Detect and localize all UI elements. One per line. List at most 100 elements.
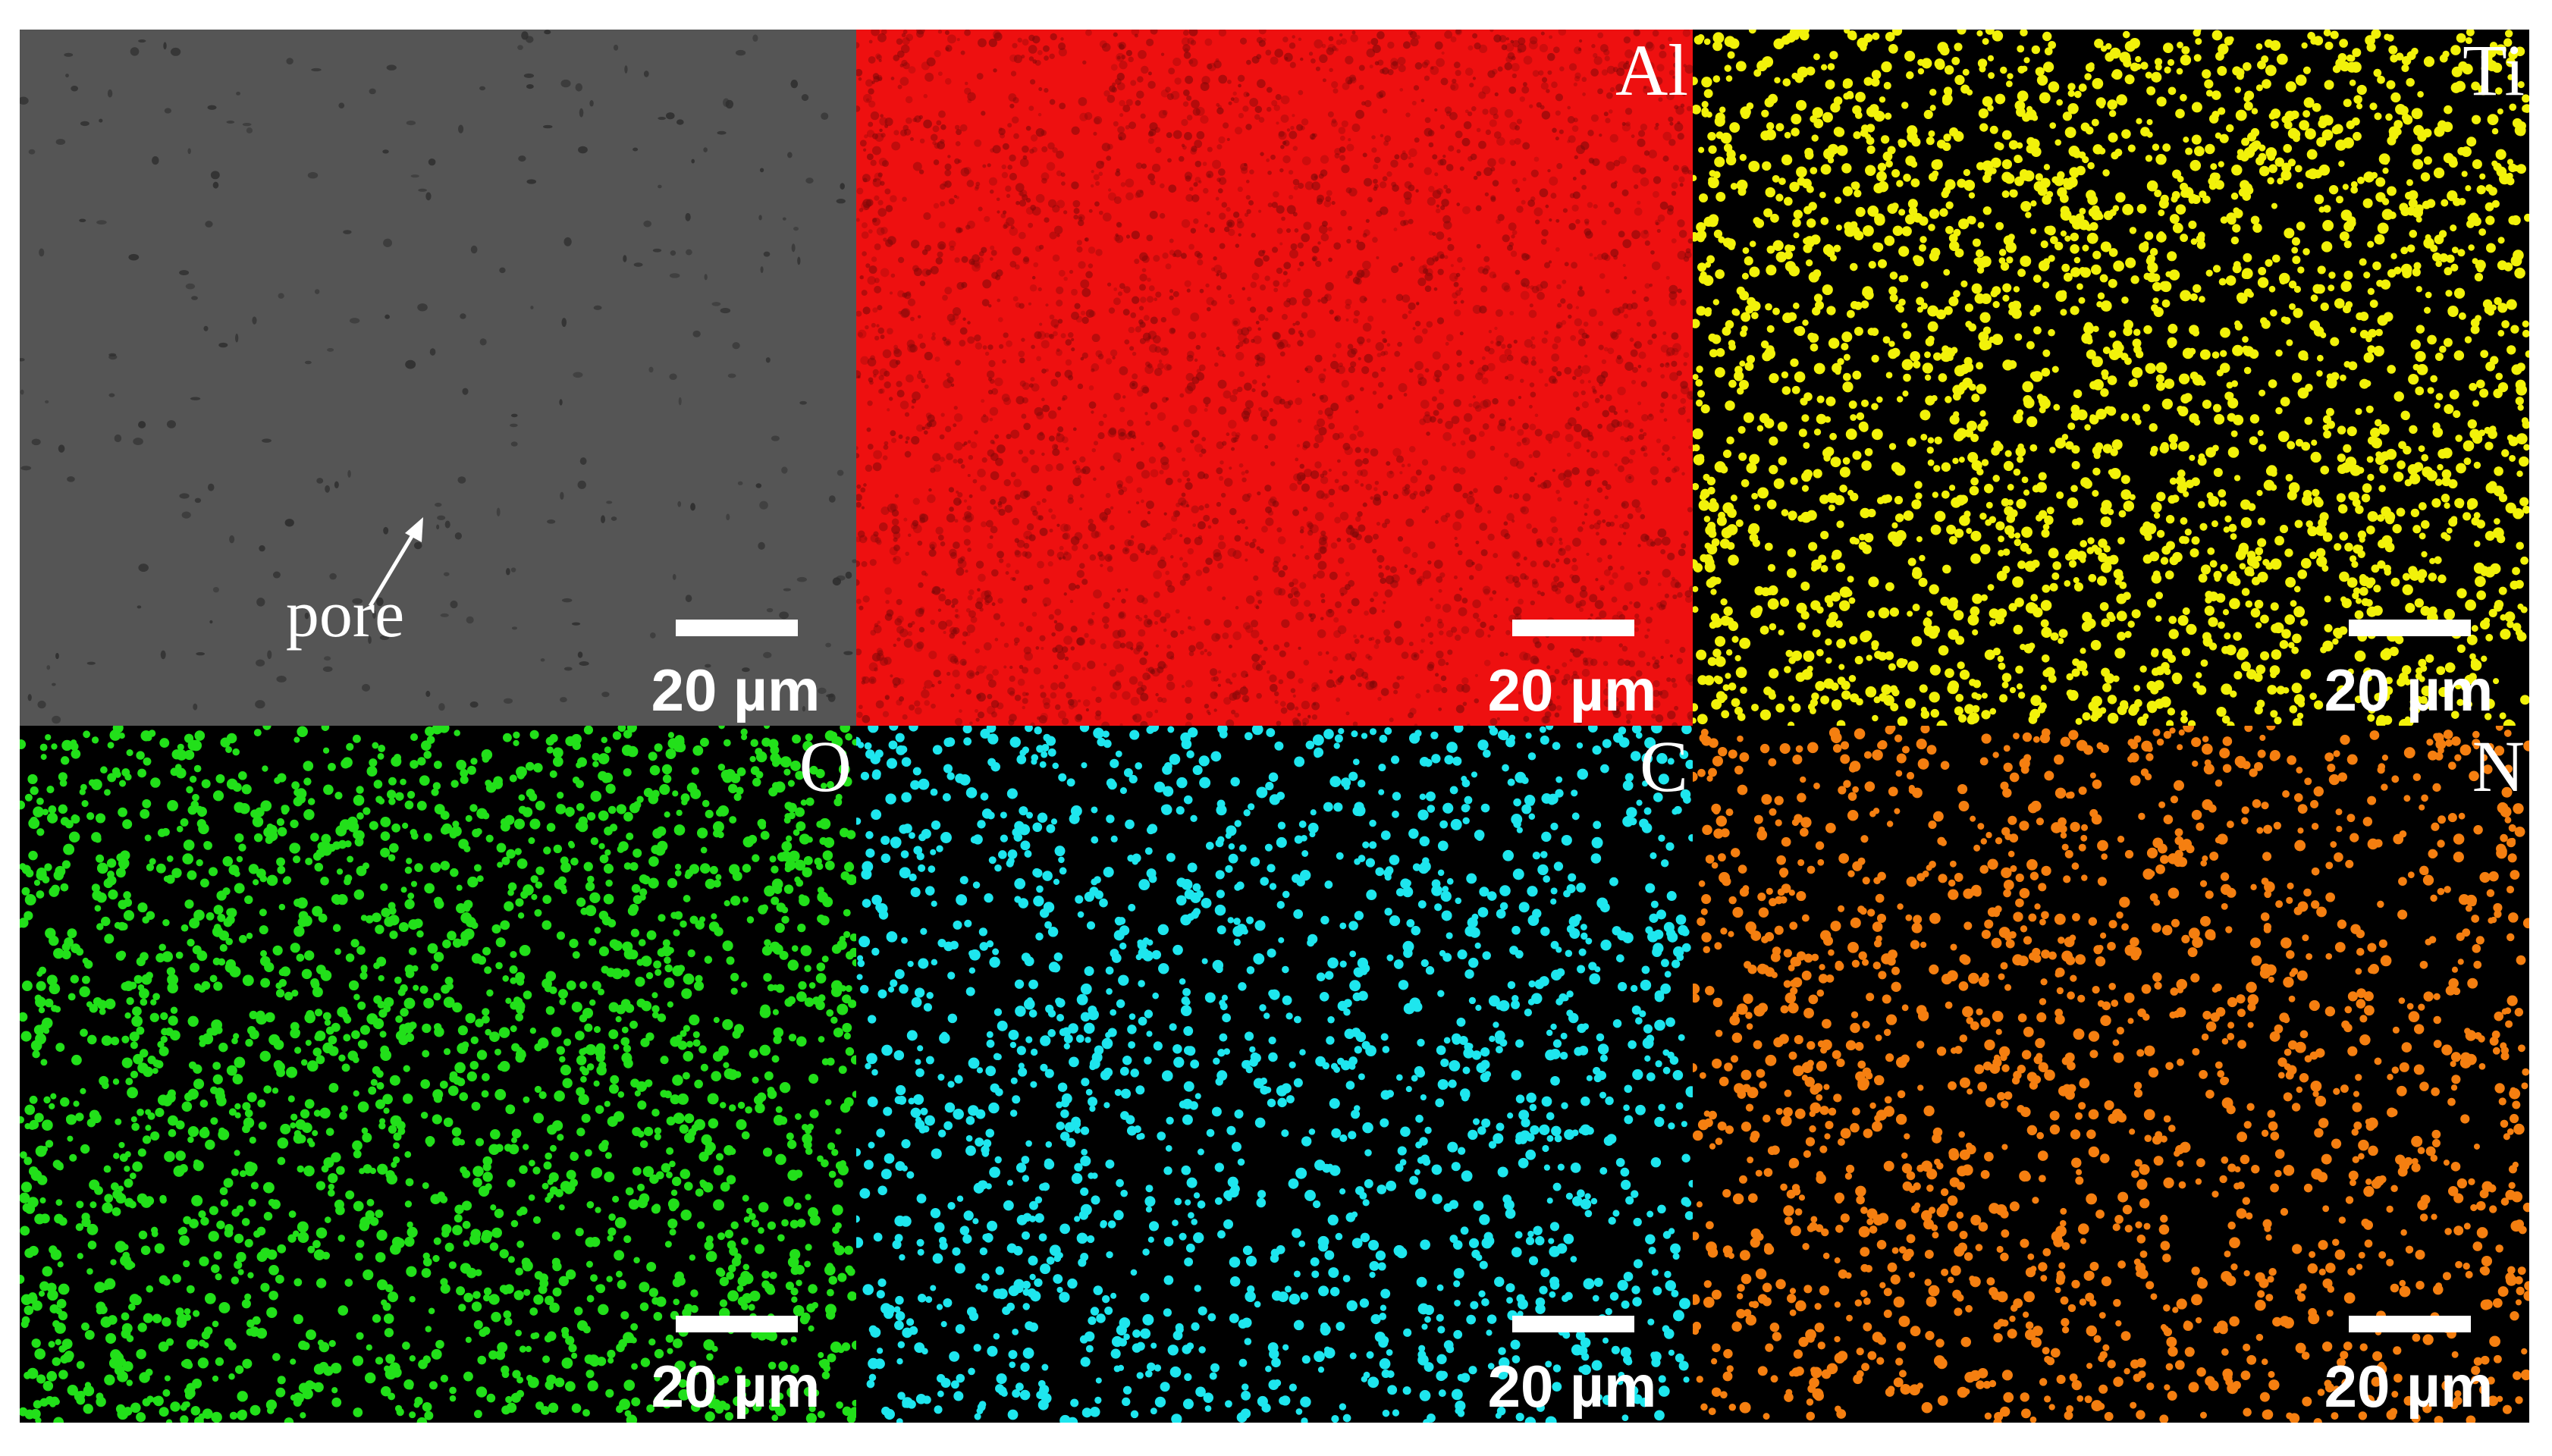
speckle <box>1138 629 1146 637</box>
speckle <box>1452 521 1462 531</box>
element-dot <box>2380 279 2391 290</box>
speckle <box>1424 285 1432 293</box>
speckle <box>1333 242 1342 250</box>
element-dot <box>2056 99 2064 106</box>
element-dot <box>1713 675 1721 683</box>
speckle <box>946 453 953 460</box>
speckle <box>1476 171 1482 177</box>
element-dot <box>2409 473 2421 485</box>
speckle <box>1559 541 1563 545</box>
speckle <box>1264 485 1272 492</box>
element-dot <box>1945 179 1956 190</box>
speckle <box>1185 482 1193 490</box>
pore-spot <box>690 503 695 511</box>
speckle <box>1337 459 1341 463</box>
speckle <box>1031 344 1035 350</box>
speckle <box>1065 359 1072 366</box>
speckle <box>1266 86 1273 93</box>
element-dot <box>1984 483 1994 494</box>
speckle <box>1645 570 1650 576</box>
element-dot <box>2424 306 2431 314</box>
speckle <box>1301 297 1311 306</box>
element-dot <box>1925 337 1935 347</box>
speckle <box>1213 549 1221 557</box>
element-dot <box>2498 493 2508 503</box>
pore-spot <box>133 438 143 446</box>
speckle <box>1140 720 1148 726</box>
element-dot <box>2259 389 2266 397</box>
speckle <box>1299 332 1304 337</box>
speckle <box>1568 135 1576 143</box>
element-dot <box>1904 50 1916 62</box>
speckle <box>1578 607 1584 613</box>
speckle <box>1408 156 1411 160</box>
speckle <box>1195 344 1201 350</box>
speckle <box>1609 109 1613 114</box>
speckle <box>1113 196 1122 204</box>
speckle <box>1289 249 1298 259</box>
speckle <box>1637 200 1641 205</box>
speckle <box>1617 658 1625 666</box>
speckle <box>1202 187 1209 194</box>
speckle <box>1043 702 1050 709</box>
speckle <box>877 208 887 217</box>
speckle <box>1518 396 1522 400</box>
pore-spot <box>652 248 662 253</box>
element-dot <box>1693 428 1703 440</box>
pore-spot <box>329 573 337 580</box>
speckle <box>1452 442 1456 447</box>
speckle <box>1261 382 1267 387</box>
speckle <box>864 134 868 139</box>
speckle <box>1282 155 1291 164</box>
element-dot <box>2082 244 2089 252</box>
element-dot <box>2343 270 2353 280</box>
speckle <box>1603 111 1609 117</box>
speckle <box>1260 390 1269 398</box>
speckle <box>1364 353 1373 363</box>
speckle <box>1303 288 1313 298</box>
speckle <box>1270 419 1278 427</box>
speckle <box>1142 332 1151 341</box>
element-dot <box>2198 573 2208 583</box>
speckle <box>1674 122 1684 132</box>
element-dot <box>2476 590 2486 601</box>
speckle <box>1434 41 1443 50</box>
pore-spot <box>79 218 86 223</box>
speckle <box>856 579 860 586</box>
element-dot <box>1833 127 1844 136</box>
speckle <box>1029 149 1034 154</box>
speckle <box>1123 286 1131 293</box>
speckle <box>1402 313 1408 319</box>
element-dot <box>1884 235 1895 246</box>
speckle <box>1130 447 1135 451</box>
speckle <box>1533 207 1543 217</box>
speckle <box>1443 184 1448 190</box>
element-dot <box>2479 173 2486 180</box>
speckle <box>1493 553 1499 559</box>
speckle <box>1433 287 1438 291</box>
speckle <box>1326 47 1335 55</box>
speckle <box>876 324 880 328</box>
speckle <box>874 195 880 201</box>
scale-bar <box>1512 620 1634 636</box>
speckle <box>1326 609 1335 618</box>
speckle <box>856 42 860 49</box>
speckle <box>1660 549 1666 555</box>
speckle <box>966 180 975 187</box>
speckle <box>1594 600 1604 610</box>
speckle <box>1294 228 1299 233</box>
speckle <box>1414 723 1418 726</box>
speckle <box>1081 466 1091 475</box>
speckle <box>1540 281 1549 289</box>
speckle <box>1170 630 1179 639</box>
speckle <box>1483 659 1491 667</box>
speckle <box>1222 441 1227 446</box>
speckle <box>1063 592 1067 596</box>
speckle <box>1258 30 1267 35</box>
speckle <box>1106 566 1113 573</box>
speckle <box>962 641 967 645</box>
speckle <box>1440 465 1447 472</box>
speckle <box>1530 169 1539 177</box>
speckle <box>1348 74 1357 82</box>
speckle <box>1518 691 1522 695</box>
